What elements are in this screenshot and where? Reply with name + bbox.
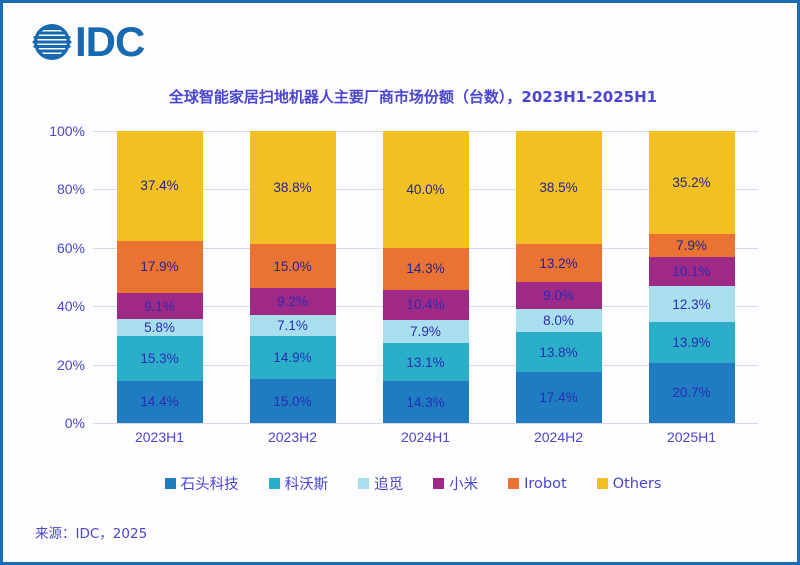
bar-segment[interactable]: 10.1% — [648, 256, 735, 287]
legend-item[interactable]: 追觅 — [358, 473, 403, 494]
legend-label: 石头科技 — [180, 477, 239, 493]
legend-label: 小米 — [449, 477, 479, 493]
legend-item[interactable]: Irobot — [508, 476, 567, 492]
stacked-bar[interactable]: 17.4% 13.8% 8.0% 9.0% 13.2% 38.5% — [515, 131, 602, 423]
legend-item[interactable]: Others — [596, 475, 662, 492]
bar-segment[interactable]: 40.0% — [382, 131, 469, 248]
stacked-bar[interactable]: 15.0% 14.9% 7.1% 9.2% 15.0% 38.8% — [249, 131, 336, 423]
bar-segment[interactable]: 13.8% — [515, 331, 602, 373]
x-axis-tick-label: 2024H2 — [533, 429, 584, 445]
stacked-bar[interactable]: 14.3% 13.1% 7.9% 10.4% 14.3% 40.0% — [382, 131, 469, 423]
gridline — [93, 423, 758, 424]
stacked-bar[interactable]: 20.7% 13.9% 12.3% 10.1% 7.9% 35.2% — [648, 131, 735, 423]
bar-segment[interactable]: 20.7% — [648, 362, 735, 423]
bar-segment[interactable]: 9.0% — [515, 282, 602, 309]
bar-segment[interactable]: 10.4% — [382, 289, 469, 320]
bar-segment[interactable]: 7.9% — [648, 233, 735, 257]
x-axis-tick-label: 2023H2 — [267, 429, 318, 445]
legend-item[interactable]: 科沃斯 — [268, 473, 329, 494]
legend-item[interactable]: 小米 — [433, 473, 478, 494]
bar-segment[interactable]: 14.3% — [382, 381, 469, 423]
stacked-bar[interactable]: 14.4% 15.3% 5.8% 9.1% 17.9% 37.4% — [116, 131, 203, 423]
legend-swatch-icon — [164, 478, 176, 489]
legend-swatch-icon — [508, 478, 520, 489]
x-axis-tick-label: 2024H1 — [400, 429, 451, 445]
x-axis-tick-label: 2023H1 — [134, 429, 185, 445]
bar-segment[interactable]: 13.9% — [648, 322, 735, 363]
bar-segment[interactable]: 37.4% — [116, 131, 203, 241]
legend-label: 科沃斯 — [284, 477, 329, 493]
bar-segment[interactable]: 17.4% — [515, 372, 602, 423]
legend-swatch-icon — [596, 478, 608, 489]
bar-segment[interactable]: 8.0% — [515, 308, 602, 332]
legend-label: 追觅 — [374, 477, 404, 493]
bar-segment[interactable]: 38.8% — [249, 131, 336, 245]
chart-legend: 石头科技 科沃斯 追觅 小米 Irobot Others — [93, 473, 733, 494]
globe-stripes-icon — [32, 24, 72, 60]
bar-segment[interactable]: 12.3% — [648, 286, 735, 323]
legend-swatch-icon — [433, 478, 445, 489]
idc-logo-text: IDC — [75, 18, 145, 65]
bar-segment[interactable]: 15.0% — [249, 244, 336, 289]
y-axis-tick-label: 20% — [56, 356, 85, 373]
bar-segment[interactable]: 15.3% — [116, 336, 203, 381]
y-axis-tick-label: 0% — [64, 415, 85, 431]
x-axis-tick-label: 2025H1 — [666, 429, 717, 445]
bar-segment[interactable]: 13.1% — [382, 343, 469, 382]
bar-segment[interactable]: 7.9% — [382, 319, 469, 343]
y-axis-tick-label: 60% — [56, 239, 85, 256]
bar-segment[interactable]: 7.1% — [249, 314, 336, 336]
bar-segment[interactable]: 5.8% — [116, 319, 203, 337]
y-axis-tick-label: 40% — [56, 298, 85, 315]
bar-segment[interactable]: 13.2% — [515, 243, 602, 283]
chart-title: 全球智能家居扫地机器人主要厂商市场份额（台数），2023H1-2025H1 — [168, 88, 658, 106]
idc-logo: IDC — [30, 18, 145, 65]
bar-segment[interactable]: 9.1% — [116, 292, 203, 320]
legend-item[interactable]: 石头科技 — [164, 473, 239, 494]
bar-segment[interactable]: 14.3% — [382, 247, 469, 290]
legend-swatch-icon — [268, 478, 280, 489]
source-note: 来源：IDC，2025 — [35, 526, 148, 542]
bar-segment[interactable]: 35.2% — [648, 131, 735, 234]
bar-segment[interactable]: 38.5% — [515, 131, 602, 244]
bar-segment[interactable]: 15.0% — [249, 379, 336, 423]
y-axis-tick-label: 80% — [56, 181, 85, 198]
bar-segment[interactable]: 14.4% — [116, 380, 203, 423]
legend-label: Others — [612, 475, 662, 492]
bar-segment[interactable]: 17.9% — [116, 240, 203, 293]
bar-segment[interactable]: 14.9% — [249, 335, 336, 380]
legend-label: Irobot — [524, 475, 567, 492]
y-axis-tick-label: 100% — [49, 123, 85, 139]
plot-area: 0% 20% 40% 60% 80% 100% 14.4% 15.3% 5.8% 9.1% 17.9… — [49, 123, 758, 431]
bar-segment[interactable]: 9.2% — [249, 288, 336, 315]
legend-swatch-icon — [358, 478, 370, 489]
